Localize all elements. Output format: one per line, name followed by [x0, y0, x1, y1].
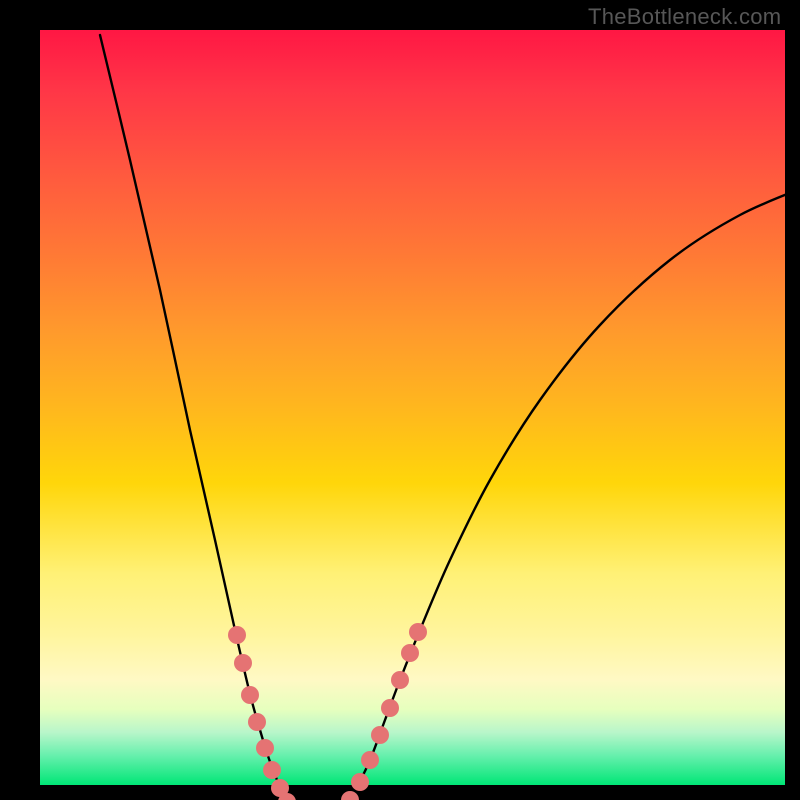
marker-right-1 — [341, 791, 359, 800]
marker-left-7 — [278, 793, 296, 800]
watermark-text: TheBottleneck.com — [588, 4, 781, 30]
plot-area — [40, 30, 785, 785]
